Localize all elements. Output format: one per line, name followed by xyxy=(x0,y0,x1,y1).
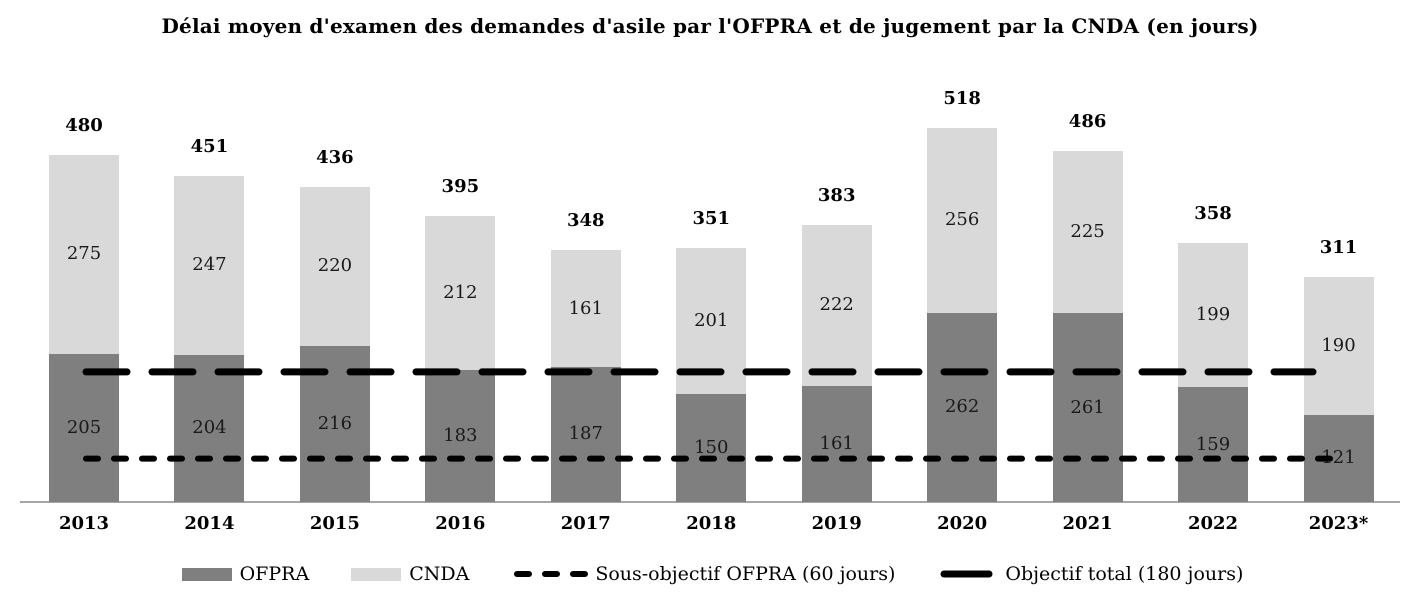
total-label: 486 xyxy=(1068,110,1107,132)
ofpra-value-label: 187 xyxy=(568,423,603,445)
cnda-bar-segment[interactable] xyxy=(1303,277,1374,415)
ofpra-bar-segment[interactable] xyxy=(676,393,747,502)
x-axis-label: 2014 xyxy=(184,513,235,534)
ofpra-bar-segment[interactable] xyxy=(425,369,496,502)
x-axis-line xyxy=(20,501,1400,503)
cnda-value-label: 222 xyxy=(819,294,854,316)
ofpra-bar-segment[interactable] xyxy=(1178,387,1249,502)
cnda-value-label: 225 xyxy=(1070,220,1105,242)
legend-item-ofpra[interactable]: OFPRA xyxy=(181,563,310,585)
ofpra-value-label: 183 xyxy=(443,424,478,446)
cnda-value-label: 256 xyxy=(944,209,980,231)
ofpra-value-label: 262 xyxy=(944,396,980,418)
ofpra-value-label: 204 xyxy=(192,417,227,439)
total-label: 480 xyxy=(65,115,103,136)
ofpra-value-label: 150 xyxy=(694,436,729,458)
ofpra-value-label: 159 xyxy=(1195,433,1231,455)
cnda-value-label: 220 xyxy=(317,255,353,277)
cnda-bar-segment[interactable] xyxy=(299,186,370,346)
x-axis-label: 2019 xyxy=(811,513,862,534)
ofpra-value-label: 205 xyxy=(66,416,102,438)
total-label: 311 xyxy=(1319,237,1358,259)
ofpra-value-label: 216 xyxy=(317,412,353,434)
legend-label-ofpra: OFPRA xyxy=(239,563,310,585)
cnda-bar-segment[interactable] xyxy=(927,127,998,313)
legend: OFPRA CNDA Sous-objectif OFPRA (60 jours… xyxy=(0,558,1425,590)
ofpra-value-label: 121 xyxy=(1321,447,1356,469)
x-axis-label: 2021 xyxy=(1062,513,1113,534)
cnda-value-label: 201 xyxy=(694,309,729,331)
cnda-bar-segment[interactable] xyxy=(49,155,119,354)
total-label: 351 xyxy=(692,208,731,230)
x-axis-label: 2013 xyxy=(58,513,110,534)
ofpra-bar-segment[interactable] xyxy=(49,353,119,502)
cnda-swatch-icon xyxy=(351,567,402,581)
cnda-bar-segment[interactable] xyxy=(801,225,872,386)
legend-label-cnda: CNDA xyxy=(409,563,470,585)
x-axis-label: 2017 xyxy=(560,513,611,534)
ofpra-bar-segment[interactable] xyxy=(927,312,998,502)
x-axis-label: 2015 xyxy=(309,513,360,534)
ofpra-value-label: 261 xyxy=(1070,396,1105,418)
total-label: 395 xyxy=(441,176,480,198)
total-label: 436 xyxy=(316,146,354,168)
cnda-value-label: 212 xyxy=(443,282,478,304)
ofpra-bar-segment[interactable] xyxy=(174,354,245,502)
legend-label-sous-objectif: Sous-objectif OFPRA (60 jours) xyxy=(595,563,896,585)
x-axis-label: 2023* xyxy=(1308,513,1369,534)
cnda-bar-segment[interactable] xyxy=(174,175,245,355)
dashed-line-icon xyxy=(514,571,592,577)
x-axis-label: 2018 xyxy=(686,513,737,534)
ofpra-bar-segment[interactable] xyxy=(1052,313,1123,502)
ofpra-swatch-icon xyxy=(181,567,232,581)
legend-item-cnda[interactable]: CNDA xyxy=(351,563,469,585)
cnda-value-label: 190 xyxy=(1321,334,1356,356)
cnda-value-label: 275 xyxy=(66,243,102,265)
cnda-value-label: 161 xyxy=(568,297,603,319)
ofpra-bar-segment[interactable] xyxy=(801,385,872,502)
legend-label-objectif-total: Objectif total (180 jours) xyxy=(1005,563,1244,585)
legend-item-sous-objectif[interactable]: Sous-objectif OFPRA (60 jours) xyxy=(511,563,895,585)
legend-item-objectif-total[interactable]: Objectif total (180 jours) xyxy=(937,563,1243,585)
cnda-value-label: 199 xyxy=(1195,304,1231,326)
cnda-bar-segment[interactable] xyxy=(550,250,621,367)
total-label: 358 xyxy=(1194,203,1232,225)
solid-dash-line-icon xyxy=(940,570,993,578)
cnda-bar-segment[interactable] xyxy=(425,216,496,370)
cnda-bar-segment[interactable] xyxy=(1052,150,1123,314)
total-label: 518 xyxy=(943,87,981,109)
ofpra-value-label: 161 xyxy=(819,432,854,454)
x-axis-label: 2022 xyxy=(1187,513,1239,534)
total-label: 451 xyxy=(190,135,229,157)
ofpra-bar-segment[interactable] xyxy=(550,366,621,502)
cnda-value-label: 247 xyxy=(192,254,227,276)
x-axis-label: 2020 xyxy=(937,513,988,534)
chart-title: Délai moyen d'examen des demandes d'asil… xyxy=(161,14,1259,38)
x-axis-label: 2016 xyxy=(435,513,486,534)
total-label: 383 xyxy=(817,185,856,207)
total-label: 348 xyxy=(567,210,605,232)
cnda-bar-segment[interactable] xyxy=(1178,243,1249,388)
